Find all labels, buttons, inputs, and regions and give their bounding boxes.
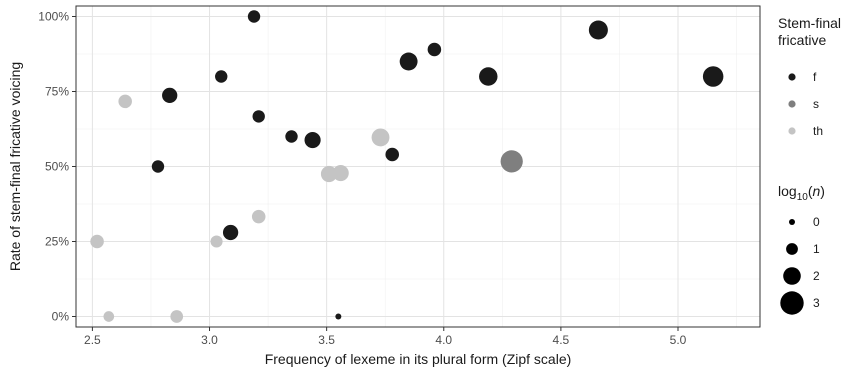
data-point-f [702, 66, 724, 87]
data-point-f [335, 313, 342, 320]
data-point-th [103, 311, 115, 322]
y-tick-label: 75% [45, 85, 69, 99]
size-key-1 [786, 243, 798, 255]
y-tick-label: 25% [45, 235, 69, 249]
data-points [90, 10, 724, 323]
data-point-f [427, 42, 442, 57]
x-tick-label: 4.5 [553, 333, 570, 347]
data-point-f [304, 132, 321, 149]
data-point-f [285, 130, 298, 143]
data-point-f [252, 110, 265, 123]
data-point-f [247, 10, 261, 23]
size-label-3: 3 [813, 296, 820, 310]
y-axis-title: Rate of stem-final fricative voicing [7, 62, 23, 271]
y-tick-label: 0% [52, 310, 70, 324]
data-point-s [500, 150, 523, 173]
x-tick-label: 3.0 [201, 333, 218, 347]
data-point-th [320, 165, 338, 183]
data-point-th [251, 209, 266, 224]
data-point-f [399, 52, 418, 71]
data-point-f [222, 224, 239, 241]
data-point-th [90, 234, 104, 249]
size-key-0 [789, 219, 795, 225]
x-axis-title: Frequency of lexeme in its plural form (… [265, 351, 572, 367]
data-point-th [371, 128, 390, 147]
size-label-0: 0 [813, 215, 820, 229]
x-tick-label: 4.0 [435, 333, 452, 347]
color-legend-title: Stem-final [778, 15, 841, 31]
x-tick-label: 3.5 [318, 333, 335, 347]
x-axis-ticks: 2.5 3.0 3.5 4.0 4.5 5.0 [84, 327, 687, 347]
data-point-th [118, 94, 132, 109]
legend-key-f [788, 73, 796, 81]
size-label-2: 2 [813, 269, 820, 283]
legend-label-s: s [813, 97, 819, 111]
x-tick-label: 2.5 [84, 333, 101, 347]
legend-key-s [788, 100, 796, 108]
legend-key-th [788, 127, 796, 135]
data-point-f [151, 160, 165, 173]
y-axis-ticks: 0% 25% 50% 75% 100% [38, 10, 76, 324]
y-tick-label: 100% [38, 10, 69, 24]
y-tick-label: 50% [45, 160, 69, 174]
data-point-th [210, 235, 223, 248]
data-point-f [385, 147, 400, 162]
data-point-f [479, 67, 498, 86]
legend-label-th: th [813, 124, 823, 138]
color-legend-title: fricative [778, 32, 826, 48]
data-point-th [332, 165, 349, 182]
x-tick-label: 5.0 [670, 333, 687, 347]
data-point-f [162, 87, 178, 104]
size-key-3 [780, 291, 804, 315]
size-label-1: 1 [813, 242, 820, 256]
size-legend-title: log10(n) [778, 183, 825, 203]
data-point-f [215, 70, 228, 83]
size-legend: log10(n) 0 1 2 3 [778, 183, 825, 315]
data-point-th [170, 310, 184, 323]
legend-label-f: f [813, 70, 817, 84]
size-key-2 [783, 267, 801, 285]
data-point-f [588, 20, 608, 40]
